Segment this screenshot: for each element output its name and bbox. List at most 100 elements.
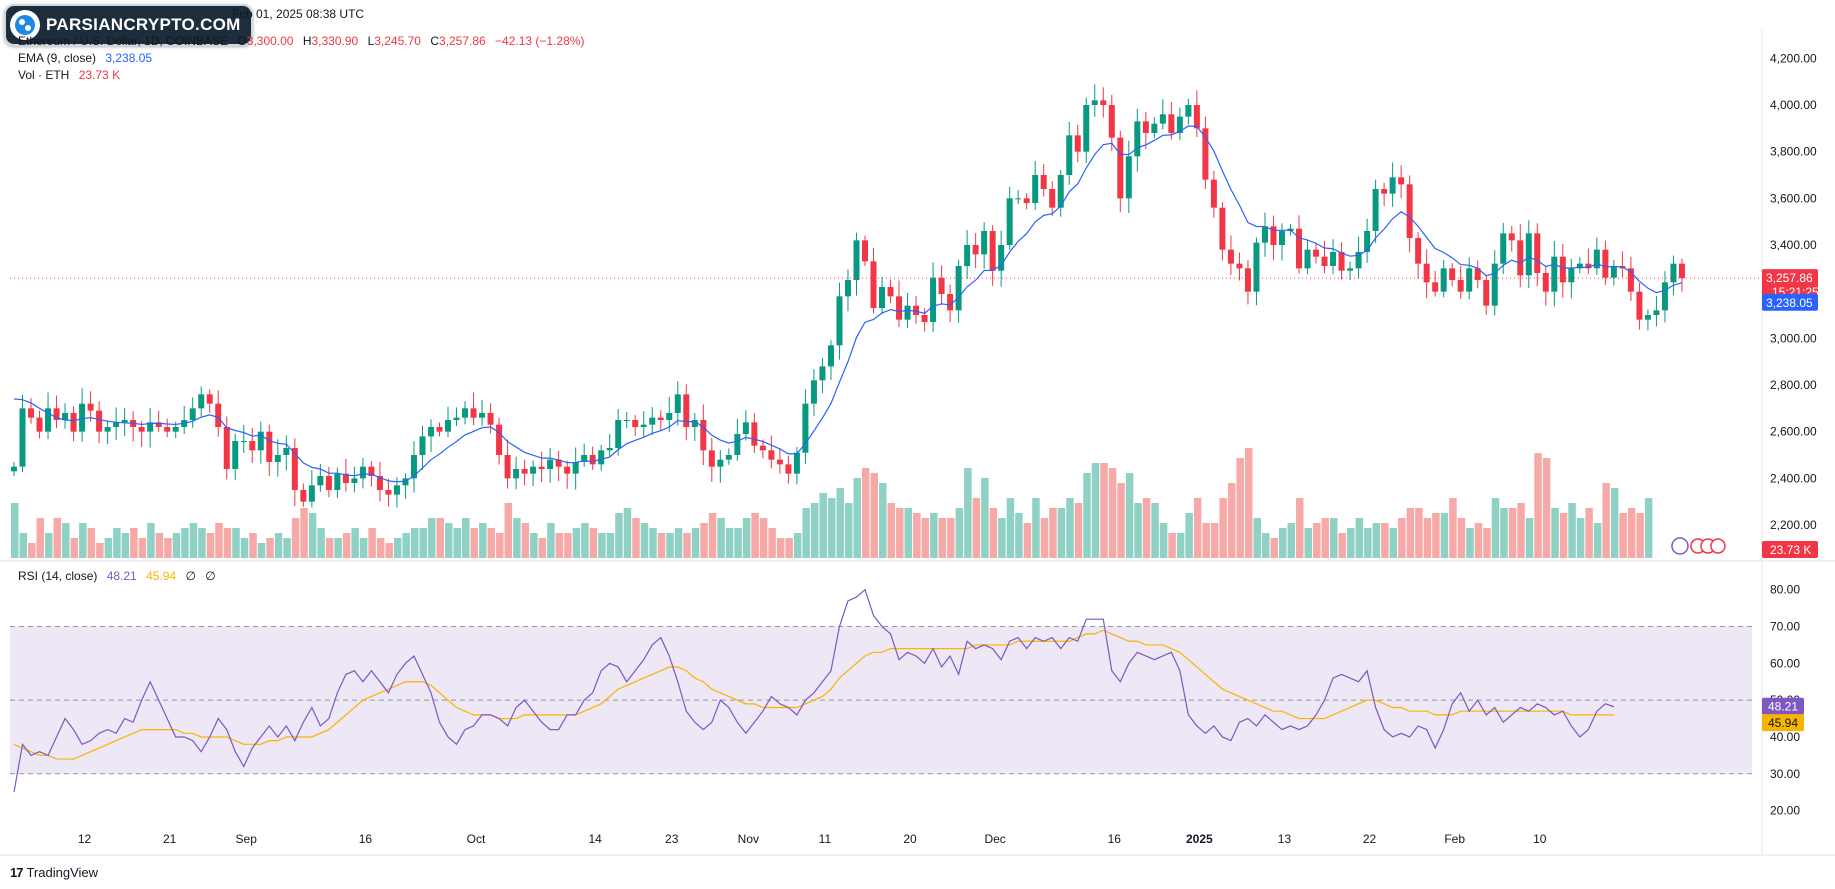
symbol-title: Ethereum / U.S. Dollar, 1D, COINBASE xyxy=(18,34,229,48)
volume-bar xyxy=(1253,518,1261,558)
volume-bar xyxy=(1287,523,1295,558)
volume-bar xyxy=(1542,458,1551,558)
price-tick-label: 3,600.00 xyxy=(1770,191,1817,205)
ema-legend[interactable]: EMA (9, close) 3,238.05 xyxy=(18,51,152,65)
candle-body xyxy=(19,408,26,467)
volume-bar xyxy=(257,543,266,558)
volume-bar xyxy=(1304,528,1313,558)
rsi-badge xyxy=(1762,697,1804,715)
rsi-legend[interactable]: RSI (14, close) 48.21 45.94 ∅ ∅ xyxy=(18,569,216,583)
volume-bar xyxy=(1627,508,1636,558)
candle-body xyxy=(1636,291,1643,320)
candle-body xyxy=(717,459,724,467)
candle-body xyxy=(45,408,52,432)
candle-body xyxy=(1627,268,1634,292)
price-tick-label: 3,400.00 xyxy=(1770,238,1817,252)
volume-legend[interactable]: Vol · ETH 23.73 K xyxy=(18,68,120,82)
candle-body xyxy=(1134,121,1141,157)
volume-bar xyxy=(402,533,410,558)
candle-body xyxy=(402,478,409,486)
rsi-ma-axis-label: 45.94 xyxy=(1768,716,1798,730)
symbol-legend[interactable]: Ethereum / U.S. Dollar, 1D, COINBASE O3,… xyxy=(18,34,584,48)
candle-body xyxy=(1534,233,1541,273)
candle-body xyxy=(1227,249,1234,264)
candle-body xyxy=(589,455,596,465)
candle-body xyxy=(913,305,920,315)
candle-body xyxy=(147,422,154,432)
candle-body xyxy=(844,280,851,297)
volume-bar xyxy=(1372,523,1381,558)
candle-body xyxy=(964,245,971,266)
volume-bar xyxy=(504,503,513,558)
candle-body xyxy=(1108,105,1115,138)
volume-bar xyxy=(189,523,198,558)
volume-bar xyxy=(376,538,385,558)
price-tick-label: 4,200.00 xyxy=(1770,51,1817,65)
rsi-pane xyxy=(10,588,1752,793)
candle-body xyxy=(998,245,1005,271)
candle-body xyxy=(427,427,434,437)
volume-bar xyxy=(674,528,683,558)
candle-body xyxy=(1398,177,1405,185)
last-price-label: 3,257.86 xyxy=(1766,271,1813,285)
candle-body xyxy=(283,448,290,455)
volume-bar xyxy=(104,538,113,558)
candle-body xyxy=(836,296,843,346)
watermark-logo: PARSIANCRYPTO.COM xyxy=(4,4,253,46)
candle-body xyxy=(555,459,562,467)
candle-body xyxy=(1381,189,1388,194)
volume-bar xyxy=(1457,518,1466,558)
volume-bar xyxy=(1227,483,1236,558)
volume-badge xyxy=(1762,541,1818,558)
volume-bar xyxy=(1091,463,1100,558)
volume-bar xyxy=(521,523,530,558)
volume-bar xyxy=(879,483,887,558)
volume-bar xyxy=(870,473,879,558)
volume-bar xyxy=(700,523,708,558)
candle-body xyxy=(887,287,894,297)
volume-bar xyxy=(538,538,547,558)
volume-bar xyxy=(785,538,793,558)
rsi-label: RSI (14, close) xyxy=(18,569,98,583)
candle-body xyxy=(513,469,520,479)
candle-body xyxy=(317,476,324,486)
volume-bar xyxy=(1568,503,1576,558)
rsi-ma-line xyxy=(13,629,1614,760)
candle-body xyxy=(223,427,230,469)
tradingview-footer[interactable]: 17 TradingView xyxy=(10,865,98,880)
candles xyxy=(11,84,1685,508)
volume-bar xyxy=(317,528,325,558)
candle-body xyxy=(1074,135,1081,152)
ema-polyline xyxy=(13,125,1683,483)
candle-body xyxy=(445,420,452,432)
volume-bar xyxy=(1355,518,1364,558)
volume-bar xyxy=(615,513,623,558)
volume-bar xyxy=(147,523,155,558)
volume-bar xyxy=(1202,523,1210,558)
volume-bar xyxy=(334,538,342,558)
volume-bar xyxy=(691,528,700,558)
volume-bar xyxy=(1576,518,1585,558)
volume-bar xyxy=(1074,503,1083,558)
candle-body xyxy=(1261,226,1268,243)
candle-body xyxy=(853,240,860,280)
ema-line xyxy=(13,125,1683,483)
volume-bar xyxy=(930,513,938,558)
volume-bar xyxy=(274,533,283,558)
candle-body xyxy=(1032,175,1039,203)
candle-body xyxy=(240,441,247,442)
candle-body xyxy=(810,380,817,404)
volume-bar xyxy=(913,513,921,558)
volume-bar xyxy=(70,538,79,558)
volume-bar xyxy=(802,508,810,558)
volume-bar xyxy=(819,493,827,558)
volume-bar xyxy=(589,528,598,558)
volume-bar xyxy=(1534,453,1542,558)
volume-bar xyxy=(28,543,36,558)
volume-bar xyxy=(1049,508,1057,558)
volume-bar xyxy=(1313,523,1321,558)
volume-bar xyxy=(155,533,164,558)
candle-body xyxy=(164,427,171,432)
volume-bar xyxy=(198,528,206,558)
